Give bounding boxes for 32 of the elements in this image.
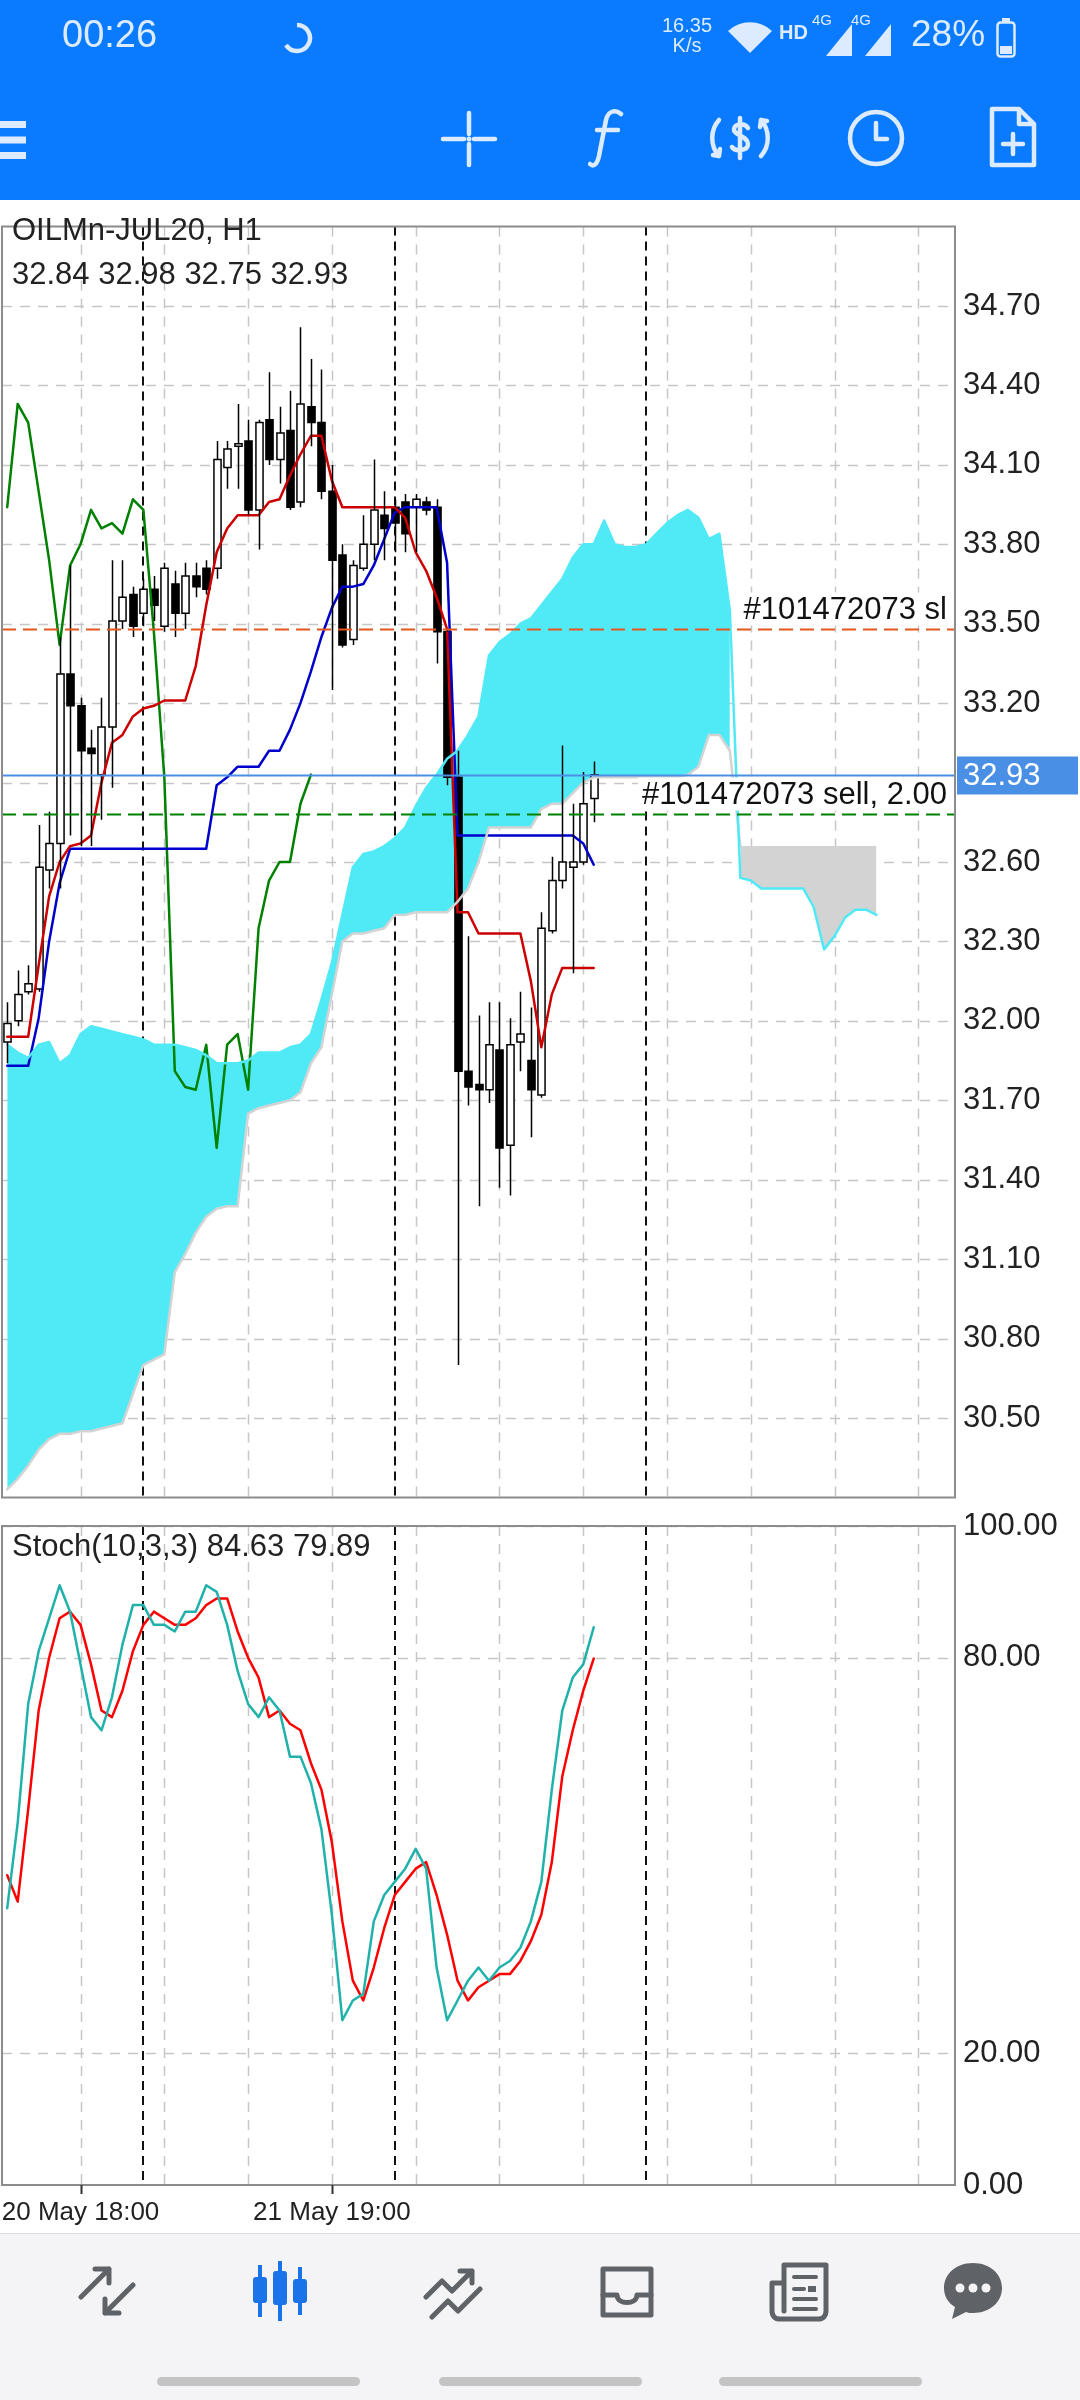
y-tick-label: 0.00 — [963, 2165, 1024, 2201]
x-tick-label: 20 May 18:00 — [1, 2196, 160, 2226]
y-tick-label: 31.10 — [963, 1239, 1041, 1275]
y-tick-label: 34.10 — [963, 445, 1041, 481]
y-tick-label: 33.80 — [963, 524, 1041, 560]
y-tick-label: 20.00 — [963, 2033, 1041, 2069]
y-tick-label: 32.30 — [963, 921, 1041, 957]
ref-line-label: #101472073 sell, 2.00 — [641, 775, 947, 811]
chart-title: OILMn-JUL20, H1 — [12, 212, 262, 248]
y-tick-label: 34.40 — [963, 366, 1041, 401]
text: 4G — [851, 11, 872, 28]
text: 28% — [911, 13, 987, 54]
y-tick-label: 31.70 — [963, 1080, 1041, 1116]
text: 32.84 32.98 32.75 32.93 — [12, 256, 349, 292]
y-tick-label: 31.40 — [963, 1160, 1041, 1196]
text: 4G — [812, 11, 833, 28]
y-tick-label: 33.20 — [963, 683, 1041, 719]
text: HD — [779, 21, 809, 43]
y-tick-label: 32.00 — [963, 1001, 1041, 1037]
y-tick-label: 30.80 — [963, 1319, 1041, 1355]
y-tick-label: 100.00 — [963, 1506, 1058, 1542]
y-tick-label: 30.50 — [963, 1398, 1041, 1434]
y-tick-label: 80.00 — [963, 1638, 1041, 1674]
chart-title: Stoch(10,3,3) 84.63 79.89 — [12, 1528, 371, 1564]
y-tick-label: 34.70 — [963, 286, 1041, 322]
y-tick-label: 32.60 — [963, 842, 1041, 878]
ref-line-label: 32.93 — [963, 757, 1041, 793]
y-tick-label: 33.50 — [963, 604, 1041, 640]
text: 00:26 — [62, 13, 159, 55]
x-tick-label: 21 May 19:00 — [253, 2196, 411, 2226]
ref-line-label: #101472073 sl — [743, 590, 947, 626]
text: 16.35 K/s — [660, 14, 714, 56]
